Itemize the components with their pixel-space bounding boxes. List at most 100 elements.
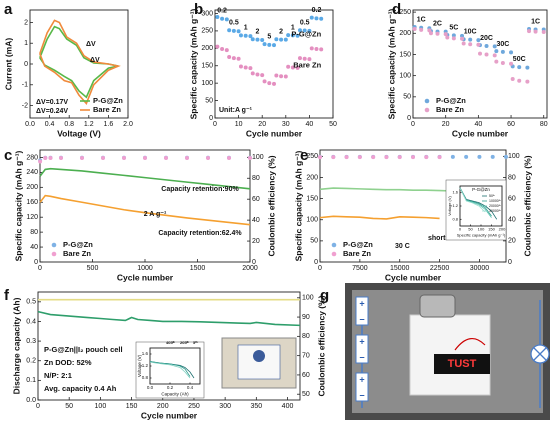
data-point xyxy=(541,30,546,35)
x-tick-label: 0.4 xyxy=(45,121,55,128)
rate-label: 5C xyxy=(449,24,458,31)
y-tick-label: 1.6 xyxy=(452,190,458,195)
data-point xyxy=(164,156,168,161)
data-point xyxy=(504,154,508,159)
y-tick-label: 50 xyxy=(403,94,411,101)
x-axis-label: Voltage (V) xyxy=(57,128,101,138)
data-point xyxy=(260,73,265,78)
y2-axis-label: Coulombic efficiency (%) xyxy=(522,155,532,256)
rate-label: 2C xyxy=(433,20,442,27)
x-tick-label: 2.0 xyxy=(123,121,133,128)
rate-label: 10C xyxy=(464,28,477,35)
annotation: Avg. capacity 0.4 Ah xyxy=(44,384,117,393)
annotation: Capacity retention:90% xyxy=(161,186,239,193)
x-tick-label: 500 xyxy=(87,265,99,272)
x-tick-label: 400 xyxy=(282,403,294,410)
annotation: ΔV xyxy=(86,41,96,48)
data-point xyxy=(231,56,236,61)
y-axis-label: Specific capacity (mAh g⁻¹) xyxy=(188,8,198,119)
x-axis-label: Capacity (Ah) xyxy=(161,392,189,397)
y2-tick-label: 60 xyxy=(302,372,310,379)
series-label: Bare Zn xyxy=(293,60,321,69)
x-tick-label: 20 xyxy=(442,121,450,128)
y2-tick-label: 80 xyxy=(302,333,310,340)
data-point xyxy=(525,79,530,84)
data-point xyxy=(243,33,248,38)
y2-tick-label: 60 xyxy=(508,195,516,202)
data-point xyxy=(484,44,489,48)
data-point xyxy=(206,156,210,161)
y-tick-label: -2 xyxy=(22,102,28,109)
legend-marker xyxy=(424,98,430,104)
y-tick-label: 300 xyxy=(201,10,213,17)
y2-tick-label: 100 xyxy=(252,154,264,161)
x-tick-label: 0.0 xyxy=(147,385,154,390)
data-point xyxy=(215,44,220,49)
y-tick-label: 250 xyxy=(201,28,213,35)
x-tick-label: 80 xyxy=(540,121,548,128)
x-axis-label: Cycle number xyxy=(117,272,174,282)
data-point xyxy=(500,60,505,65)
y2-tick-label: 20 xyxy=(252,238,260,245)
y-tick-label: 40 xyxy=(30,244,38,251)
rate-label: 0.2 xyxy=(312,7,322,14)
panel-label: c xyxy=(4,147,12,164)
x-tick-label: 40 xyxy=(474,121,482,128)
x-tick-label: 0.0 xyxy=(25,121,35,128)
data-point xyxy=(248,156,252,161)
data-point xyxy=(435,31,440,36)
x-tick-label: 100 xyxy=(478,227,485,232)
legend-marker xyxy=(51,242,57,248)
y-tick-label: 100 xyxy=(201,80,213,87)
y-tick-label: 120 xyxy=(26,214,38,221)
data-point xyxy=(274,37,279,42)
rate-label: 20C xyxy=(480,35,493,42)
y2-tick-label: 0 xyxy=(252,259,256,266)
data-point xyxy=(307,57,312,62)
data-point xyxy=(492,44,497,49)
data-point xyxy=(477,154,482,159)
data-point xyxy=(451,36,456,41)
data-point xyxy=(38,159,43,164)
y2-tick-label: 100 xyxy=(302,295,314,302)
y2-tick-label: 90 xyxy=(302,314,310,321)
panel-label: e xyxy=(300,147,308,164)
data-point xyxy=(319,16,324,21)
y-tick-label: 0.1 xyxy=(26,377,36,384)
legend-label: Bare Zn xyxy=(63,249,91,258)
data-point xyxy=(460,36,465,41)
rate-label: 0.2 xyxy=(217,8,227,15)
led-sign: TUST xyxy=(448,358,477,370)
data-point xyxy=(509,61,514,66)
data-point xyxy=(427,28,432,33)
x-tick-label: 200 xyxy=(499,227,506,232)
rate-label: 30C xyxy=(496,41,509,48)
data-point xyxy=(478,51,482,56)
x-tick-label: 200 xyxy=(157,403,169,410)
data-point xyxy=(227,156,231,161)
annotation: Capacity retention:62.4% xyxy=(158,230,242,237)
x-axis-label: Cycle number xyxy=(141,410,198,420)
rate-label: 1C xyxy=(417,17,426,24)
data-point xyxy=(297,28,302,33)
y-axis-label: Voltage (V) xyxy=(447,195,452,215)
data-point xyxy=(267,81,272,86)
x-axis-label: Cycle number xyxy=(246,128,303,138)
photo-panel: g TUST + − + − + − xyxy=(320,283,550,420)
annotation: N/P: 2:1 xyxy=(44,371,72,380)
data-point xyxy=(307,28,312,33)
data-point xyxy=(461,41,466,46)
panel-label: f xyxy=(4,287,10,304)
x-tick-label: 0.4 xyxy=(187,385,194,390)
data-point xyxy=(250,37,255,42)
led-board xyxy=(434,354,490,374)
y-tick-label: 0.8 xyxy=(452,216,458,221)
data-point xyxy=(443,32,448,37)
y2-tick-label: 50 xyxy=(302,391,310,398)
data-point xyxy=(101,156,105,161)
y-axis-label: Specific capacity (mAh g⁻¹) xyxy=(13,150,23,261)
x-tick-label: 0 xyxy=(459,227,462,232)
y-axis-label: Current (mA) xyxy=(3,38,13,91)
cell-photo-logo xyxy=(253,350,265,362)
